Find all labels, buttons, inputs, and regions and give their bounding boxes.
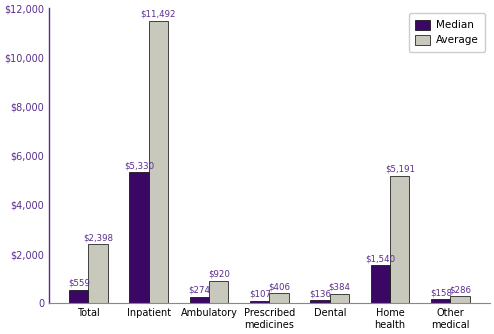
Text: $1,540: $1,540 [366,255,396,264]
Bar [69,290,88,303]
Text: $136: $136 [309,289,331,298]
Bar [431,300,451,303]
Bar [190,297,209,303]
Bar [269,293,288,303]
Text: $274: $274 [188,286,210,295]
Text: $5,330: $5,330 [124,161,154,170]
Text: $11,492: $11,492 [141,10,176,19]
Text: $559: $559 [68,279,89,288]
Bar [149,21,168,303]
Text: $158: $158 [430,289,452,298]
Bar [451,296,470,303]
Bar [371,266,390,303]
Text: $406: $406 [268,283,290,292]
Text: $286: $286 [449,285,471,294]
Text: $384: $384 [329,283,350,292]
Bar [88,244,108,303]
Bar [250,301,269,303]
Text: $107: $107 [249,290,271,299]
Bar [129,172,149,303]
Bar [330,294,349,303]
Text: $2,398: $2,398 [83,233,113,242]
Bar [209,281,228,303]
Bar [310,300,330,303]
Text: $920: $920 [208,270,230,279]
Legend: Median, Average: Median, Average [409,13,485,52]
Bar [390,176,410,303]
Text: $5,191: $5,191 [385,165,415,174]
